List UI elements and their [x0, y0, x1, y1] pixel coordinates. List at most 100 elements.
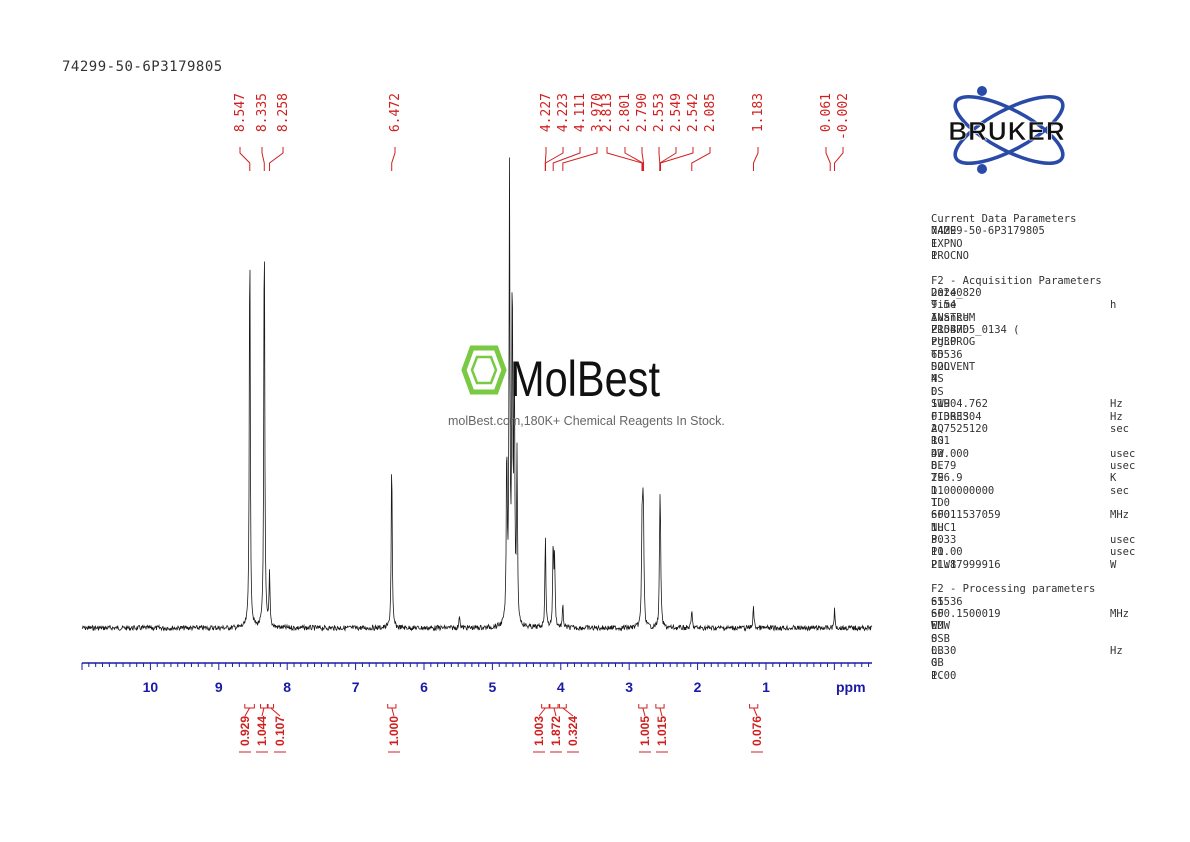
param-name: TD0: [931, 496, 950, 509]
param-row: D1 1.00000000 sec: [931, 485, 1146, 497]
param-value: 3.33: [931, 533, 957, 546]
param-value: D2O: [931, 361, 950, 374]
integral: 1.003: [532, 704, 550, 753]
param-row: AQ 2.7525120 sec: [931, 423, 1146, 435]
param-value: 0: [931, 385, 938, 398]
peak-connector: [641, 147, 645, 171]
peak-label-text: 0.061: [819, 93, 834, 132]
integral-bracket: [260, 704, 268, 717]
param-row: Time 9.54 h: [931, 299, 1146, 311]
param-name: SSB: [931, 632, 950, 645]
peak-label-text: 2.553: [652, 93, 667, 132]
integral-value: 1.872: [549, 716, 563, 746]
param-value: 20240820: [931, 287, 982, 300]
peak-label-text: 4.223: [556, 93, 571, 132]
param-value: 10.00: [931, 546, 963, 559]
peak-label-text: 2.790: [635, 93, 650, 132]
param-row: DS 0: [931, 386, 1146, 398]
peak-label-text: 8.258: [276, 93, 291, 132]
param-unit: Hz: [1110, 645, 1123, 658]
param-value: 4: [931, 373, 938, 386]
peak-label-text: 3.970: [590, 93, 605, 132]
param-name: TE: [931, 472, 944, 485]
peak-label-text: 4.227: [539, 93, 554, 132]
param-row: P0 3.33 usec: [931, 534, 1146, 546]
param-name: DW: [931, 447, 944, 460]
param-name: P1: [931, 546, 944, 559]
param-unit: sec: [1110, 484, 1129, 497]
param-value: 1: [931, 237, 938, 250]
integral: 1.044: [255, 704, 269, 753]
integral-value: 0.929: [238, 716, 252, 746]
peak-label-text: 2.085: [703, 93, 718, 132]
param-unit: Hz: [1110, 410, 1123, 423]
integral-bracket: [387, 704, 397, 717]
integral-bracket: [538, 704, 550, 717]
param-name: SWH: [931, 398, 950, 411]
param-row: PULPROG zg30: [931, 336, 1146, 348]
integral: 0.076: [749, 704, 764, 753]
param-name: NUC1: [931, 521, 957, 534]
axis-tick-label: 2: [694, 679, 702, 695]
integral: 0.324: [558, 704, 580, 753]
integral-value: 0.107: [273, 716, 287, 746]
integral: 0.107: [267, 704, 287, 753]
axis-tick-label: 3: [625, 679, 633, 695]
integral-bracket: [655, 704, 665, 717]
param-name: SFO1: [931, 509, 957, 522]
param-value: 600.1500019: [931, 608, 1001, 620]
param-name: DE: [931, 459, 944, 472]
param-value: 11904.762: [931, 398, 988, 411]
param-row: EXPNO 1: [931, 238, 1146, 250]
param-row: TD0 1: [931, 497, 1146, 509]
param-unit: K: [1110, 472, 1117, 485]
spectrum-trace: [81, 157, 873, 632]
param-value: 0: [931, 632, 938, 645]
param-row: TD 65536: [931, 349, 1146, 361]
param-name: SI: [931, 595, 944, 608]
param-name: AQ: [931, 422, 944, 435]
peak-connector: [269, 147, 284, 171]
param-row: GB 0: [931, 657, 1146, 669]
peak-label: 4.223: [545, 93, 571, 171]
param-name: LB: [931, 645, 944, 658]
peak-connector: [691, 147, 711, 171]
peak-connector: [239, 147, 251, 171]
param-row: NS 4: [931, 373, 1146, 385]
peak-label: 1.183: [751, 93, 766, 171]
param-row: PLW1 21.87999916 W: [931, 559, 1146, 571]
param-section-acquisition: Date_ 20240820 Time 9.54 h INSTRUM Avance PROBH…: [931, 287, 1146, 571]
param-value: 0.30: [931, 645, 957, 658]
param-name: EXPNO: [931, 237, 963, 250]
integral-value: 1.000: [387, 716, 401, 746]
axis-tick-label: 7: [352, 679, 360, 695]
param-name: PROBHD: [931, 324, 969, 337]
peak-connector: [562, 147, 598, 171]
peak-label-text: 8.547: [233, 93, 248, 132]
param-row: SF 600.1500019 MHz: [931, 608, 1146, 620]
param-value: EM: [931, 620, 944, 633]
param-value: 65536: [931, 595, 963, 608]
param-value: 42.000: [931, 447, 969, 460]
param-value: 21.87999916: [931, 558, 1001, 571]
axis-tick-label: 5: [488, 679, 496, 695]
peak-label-text: 2.813: [600, 93, 615, 132]
peak-label-text: 2.801: [618, 93, 633, 132]
peak-connector: [834, 147, 844, 171]
axis-tick-group: [81, 663, 870, 670]
param-value: 8.79: [931, 459, 957, 472]
param-row: RG 101: [931, 435, 1146, 447]
param-name: NS: [931, 373, 944, 386]
param-value: zg30: [931, 336, 957, 349]
param-name: PLW1: [931, 558, 957, 571]
param-name: PULPROG: [931, 336, 976, 349]
peak-connector: [391, 147, 396, 171]
param-row: PROBHD Z154705_0134 (: [931, 324, 1146, 336]
peak-label-text: -0.002: [836, 93, 851, 140]
param-value: Z154705_0134 (: [931, 324, 1020, 337]
peak-label-text: 6.472: [388, 93, 403, 132]
integral-bracket: [749, 704, 759, 717]
param-row: NUC1 1H: [931, 522, 1146, 534]
integral: 1.872: [549, 704, 563, 753]
param-name: DS: [931, 385, 944, 398]
